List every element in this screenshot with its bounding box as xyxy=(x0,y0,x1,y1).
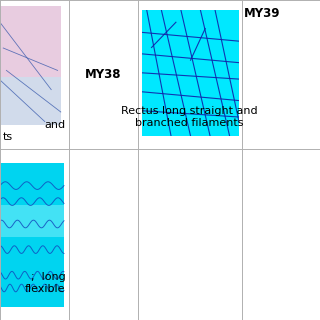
Text: MY38: MY38 xyxy=(85,68,122,81)
Bar xyxy=(0,77,61,125)
Text: MY39: MY39 xyxy=(244,7,281,20)
Bar xyxy=(0,205,64,237)
Bar xyxy=(142,10,239,136)
Text: and: and xyxy=(44,120,66,130)
Bar xyxy=(0,6,61,125)
Text: ts: ts xyxy=(3,132,13,142)
Text: ;  long
flexible: ; long flexible xyxy=(25,272,66,294)
Bar xyxy=(0,163,64,307)
Text: Rectus long straight and
branched filaments: Rectus long straight and branched filame… xyxy=(121,106,258,128)
Bar xyxy=(142,10,239,136)
